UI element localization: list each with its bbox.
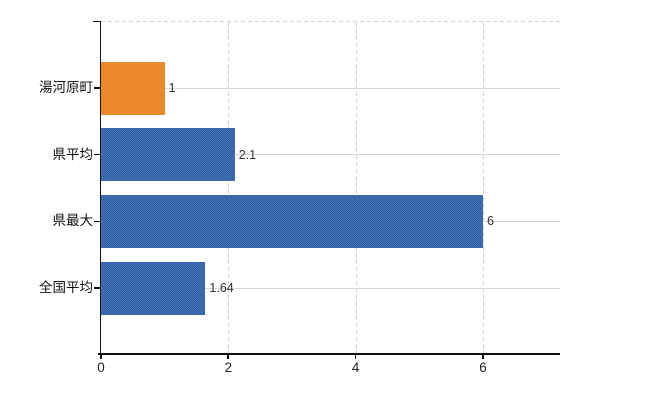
plot-top-border xyxy=(101,21,560,22)
x-axis-tick xyxy=(482,354,484,359)
category-label: 県平均 xyxy=(52,146,94,162)
y-axis-tick xyxy=(94,87,101,89)
bar xyxy=(101,261,206,315)
bar xyxy=(101,194,483,248)
x-tick-label: 4 xyxy=(351,360,360,375)
v-gridline xyxy=(355,22,357,353)
x-axis-tick xyxy=(354,354,357,359)
y-axis-tick xyxy=(94,153,101,156)
x-tick-label: 0 xyxy=(97,360,105,375)
x-axis-tick xyxy=(100,354,102,359)
y-axis xyxy=(99,20,101,353)
bar-value-label: 6 xyxy=(487,214,494,229)
category-label: 湯河原町 xyxy=(39,80,93,95)
bar xyxy=(101,61,165,115)
h-gridline xyxy=(101,154,560,156)
v-gridline xyxy=(228,22,230,353)
x-tick-label: 2 xyxy=(224,360,233,375)
x-axis xyxy=(98,353,560,355)
x-tick-label: 6 xyxy=(479,360,487,375)
bar-value-label: 1 xyxy=(168,81,176,95)
v-gridline xyxy=(483,22,484,353)
category-label: 全国平均 xyxy=(39,280,93,295)
category-label: 県最大 xyxy=(52,213,94,229)
h-gridline xyxy=(101,287,560,289)
bar xyxy=(101,128,235,182)
x-axis-tick xyxy=(227,354,229,359)
bar-value-label: 1.64 xyxy=(209,281,234,295)
y-axis-tick xyxy=(94,220,101,223)
bar-value-label: 2.1 xyxy=(238,147,257,162)
y-axis-top-cap xyxy=(93,20,101,22)
h-gridline xyxy=(101,87,560,89)
y-axis-tick xyxy=(94,287,101,289)
